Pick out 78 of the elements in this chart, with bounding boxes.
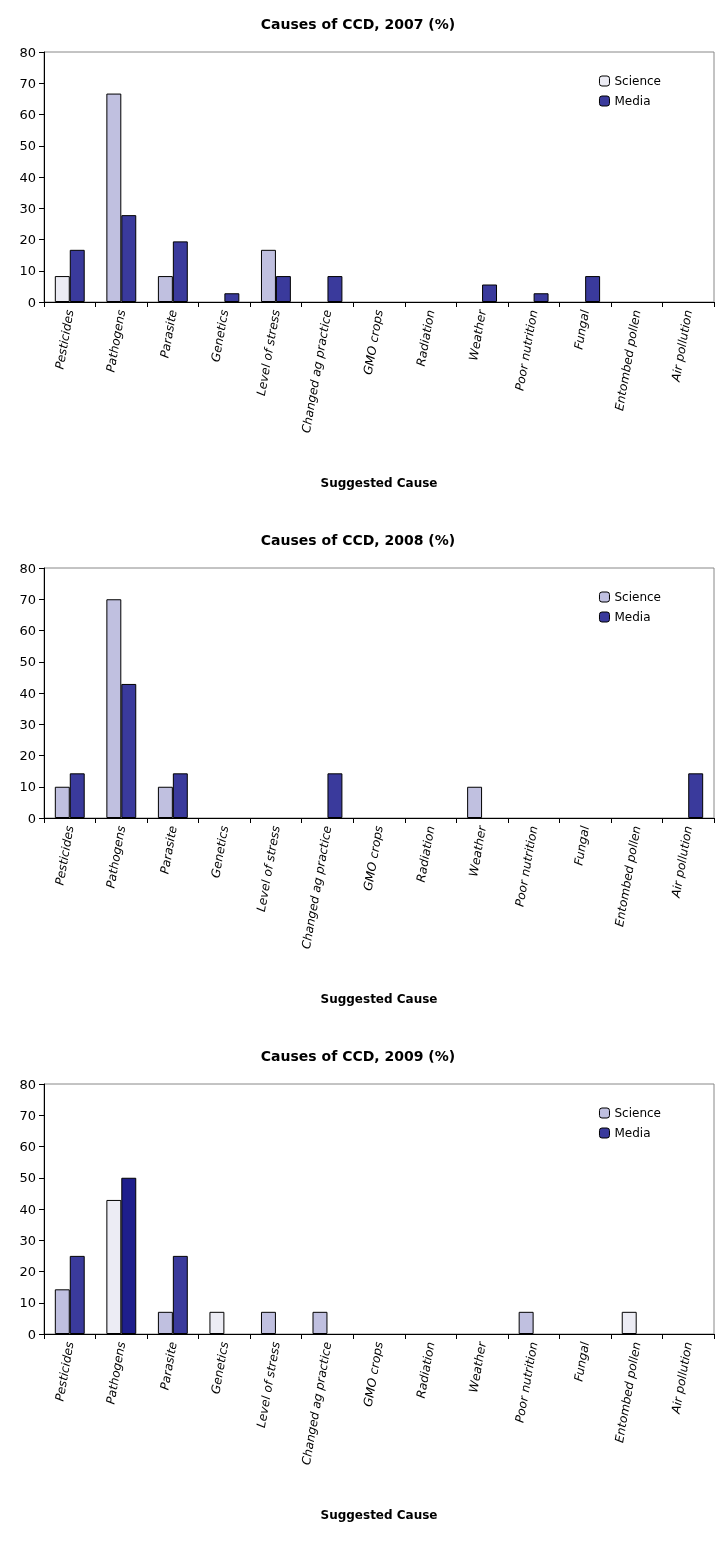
- x-tick-label: Pesticides: [52, 1340, 77, 1403]
- y-tick-label: 50: [19, 138, 36, 154]
- x-axis-title: Suggested Cause: [320, 992, 438, 1006]
- x-tick-label: Level of stress: [253, 824, 283, 913]
- y-tick-label: 20: [19, 232, 36, 247]
- y-tick-label: 40: [19, 1201, 36, 1217]
- x-tick-label: Pesticides: [52, 824, 77, 887]
- x-tick-label: Entombed pollen: [612, 308, 644, 412]
- x-tick-label: Weather: [466, 307, 490, 362]
- y-tick-label: 0: [27, 1326, 36, 1342]
- y-tick-label: 80: [19, 44, 36, 60]
- chart-title: Causes of CCD, 2009 (%): [260, 1048, 456, 1064]
- x-tick-label: Weather: [466, 1339, 490, 1394]
- chart-title: Causes of CCD, 2007 (%): [260, 16, 456, 32]
- legend-label: Media: [614, 1126, 651, 1140]
- y-tick-label: 0: [27, 810, 36, 826]
- legend-label: Science: [614, 74, 662, 88]
- y-tick-label: 20: [19, 748, 36, 763]
- y-tick-label: 50: [19, 1170, 36, 1186]
- x-tick-label: GMO crops: [360, 824, 386, 892]
- y-tick-label: 40: [19, 169, 36, 185]
- x-tick-label: Level of stress: [253, 308, 283, 397]
- x-tick-label: Weather: [466, 823, 490, 878]
- x-tick-label: Pathogens: [103, 824, 129, 890]
- x-tick-label: Radiation: [413, 1340, 438, 1400]
- y-tick-label: 10: [19, 1295, 36, 1311]
- x-tick-label: Radiation: [413, 824, 438, 884]
- x-tick-label: Air pollution: [668, 824, 696, 900]
- legend-label: Media: [614, 94, 651, 108]
- x-tick-label: Radiation: [413, 308, 438, 368]
- x-tick-label: Level of stress: [253, 1340, 283, 1429]
- x-tick-label: Entombed pollen: [612, 824, 644, 928]
- x-tick-label: Genetics: [208, 308, 232, 363]
- x-tick-label: Changed ag practice: [298, 824, 335, 950]
- x-tick-label: GMO crops: [360, 308, 386, 376]
- y-tick-label: 80: [19, 560, 36, 576]
- y-tick-label: 80: [19, 1076, 36, 1092]
- x-tick-label: GMO crops: [360, 1340, 386, 1408]
- y-tick-label: 20: [19, 1264, 36, 1279]
- y-tick-label: 60: [19, 107, 36, 122]
- y-tick-label: 70: [19, 75, 36, 91]
- x-tick-label: Genetics: [208, 824, 232, 879]
- x-tick-label: Poor nutrition: [512, 308, 541, 392]
- x-tick-label: Pathogens: [103, 1340, 129, 1406]
- x-tick-label: Entombed pollen: [612, 1340, 644, 1444]
- y-tick-label: 30: [19, 200, 36, 216]
- y-tick-label: 50: [19, 654, 36, 670]
- y-tick-label: 70: [19, 591, 36, 607]
- x-axis-title: Suggested Cause: [320, 1508, 438, 1522]
- legend-label: Science: [614, 590, 662, 604]
- y-tick-label: 10: [19, 263, 36, 279]
- y-tick-label: 30: [19, 1232, 36, 1248]
- x-tick-label: Genetics: [208, 1340, 232, 1395]
- chart-title: Causes of CCD, 2008 (%): [260, 532, 456, 548]
- x-tick-label: Fungal: [571, 308, 593, 351]
- y-tick-label: 0: [27, 294, 36, 310]
- x-tick-label: Fungal: [571, 824, 593, 867]
- y-tick-label: 30: [19, 716, 36, 732]
- y-tick-label: 40: [19, 685, 36, 701]
- y-tick-label: 60: [19, 623, 36, 638]
- x-tick-label: Changed ag practice: [298, 308, 335, 434]
- x-tick-label: Parasite: [157, 308, 180, 360]
- legend-label: Science: [614, 1106, 662, 1120]
- x-tick-label: Fungal: [571, 1340, 593, 1383]
- y-tick-label: 70: [19, 1107, 36, 1123]
- y-tick-label: 60: [19, 1139, 36, 1154]
- x-tick-label: Air pollution: [668, 1340, 696, 1416]
- x-tick-label: Parasite: [157, 824, 180, 876]
- x-tick-label: Poor nutrition: [512, 1340, 541, 1424]
- x-axis-title: Suggested Cause: [320, 476, 438, 490]
- x-tick-label: Pathogens: [103, 308, 129, 374]
- x-tick-label: Parasite: [157, 1340, 180, 1392]
- y-tick-label: 10: [19, 779, 36, 795]
- x-tick-label: Air pollution: [668, 308, 696, 384]
- x-tick-label: Pesticides: [52, 308, 77, 371]
- x-tick-label: Changed ag practice: [298, 1340, 335, 1466]
- legend-label: Media: [614, 610, 651, 624]
- x-tick-label: Poor nutrition: [512, 824, 541, 908]
